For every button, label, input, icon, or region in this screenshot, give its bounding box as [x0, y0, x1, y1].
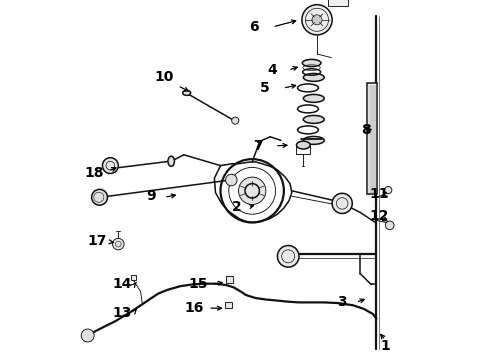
Ellipse shape — [183, 90, 191, 95]
Text: 4: 4 — [267, 63, 277, 77]
Circle shape — [81, 329, 94, 342]
Circle shape — [277, 246, 299, 267]
Circle shape — [312, 15, 322, 25]
FancyBboxPatch shape — [368, 83, 377, 194]
Text: 17: 17 — [87, 234, 106, 248]
Ellipse shape — [296, 141, 310, 149]
Circle shape — [225, 174, 237, 186]
Circle shape — [92, 189, 107, 205]
Text: 11: 11 — [369, 188, 389, 201]
FancyBboxPatch shape — [225, 302, 232, 308]
Text: 2: 2 — [232, 200, 242, 214]
Text: 9: 9 — [147, 189, 156, 203]
Ellipse shape — [302, 59, 321, 67]
Circle shape — [385, 186, 392, 194]
Circle shape — [232, 117, 239, 124]
Ellipse shape — [303, 73, 324, 81]
Text: 18: 18 — [84, 166, 103, 180]
Ellipse shape — [168, 156, 174, 166]
Text: 14: 14 — [112, 278, 132, 291]
Text: 16: 16 — [185, 301, 204, 315]
Text: 13: 13 — [112, 306, 132, 320]
Circle shape — [239, 177, 266, 204]
Text: 3: 3 — [338, 296, 347, 309]
Text: 8: 8 — [361, 123, 370, 136]
Text: 15: 15 — [189, 278, 208, 291]
Circle shape — [113, 238, 124, 250]
Text: 7: 7 — [253, 139, 263, 153]
Text: 5: 5 — [260, 81, 270, 95]
Text: 10: 10 — [154, 71, 173, 84]
Text: 12: 12 — [369, 209, 389, 223]
FancyBboxPatch shape — [130, 275, 136, 280]
Text: 1: 1 — [381, 339, 390, 352]
Circle shape — [332, 193, 352, 213]
FancyBboxPatch shape — [226, 276, 233, 283]
FancyBboxPatch shape — [328, 0, 347, 6]
Circle shape — [386, 221, 394, 230]
Text: 6: 6 — [249, 20, 259, 34]
Circle shape — [102, 158, 118, 174]
Ellipse shape — [303, 136, 324, 144]
Ellipse shape — [303, 116, 324, 123]
Circle shape — [302, 5, 332, 35]
Ellipse shape — [303, 94, 324, 102]
